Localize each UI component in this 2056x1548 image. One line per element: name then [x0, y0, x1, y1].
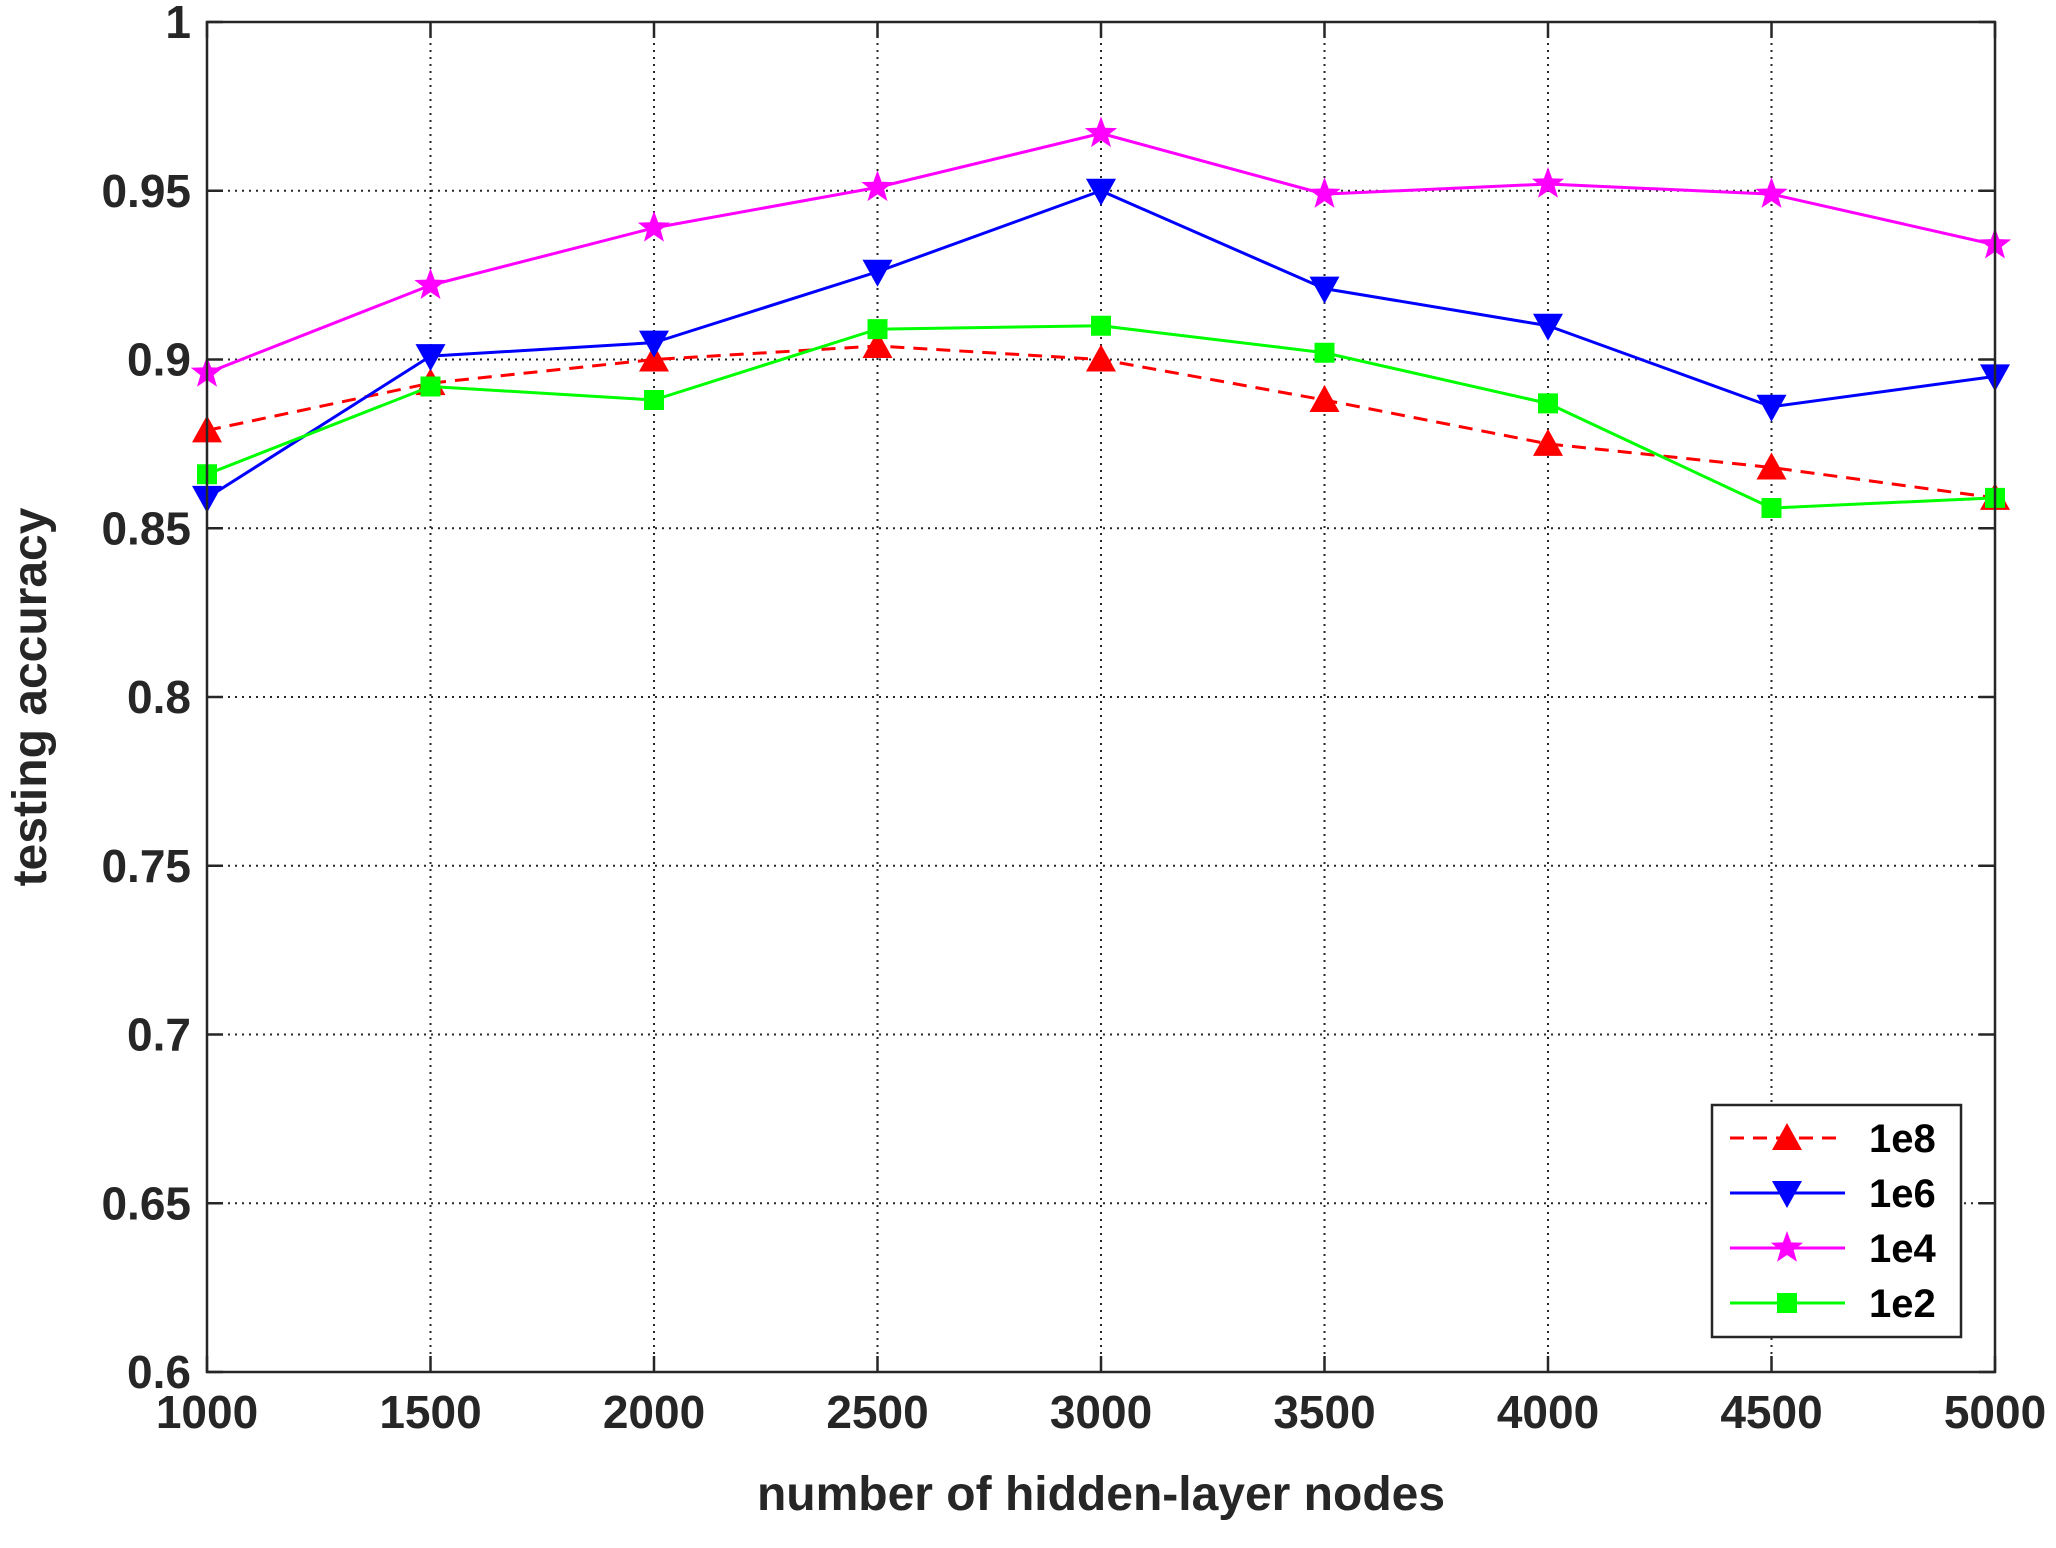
legend-label: 1e8	[1869, 1117, 1936, 1161]
legend-entry-1e6: 1e6	[1730, 1172, 1936, 1216]
data-point-1e4	[637, 210, 671, 242]
data-point-1e2	[1091, 315, 1111, 336]
x-tick-label: 1000	[156, 1386, 258, 1438]
y-axis-title: testing accuracy	[4, 507, 57, 886]
legend: 1e8 1e6 1e4 1e2	[1710, 1103, 1963, 1339]
x-tick-label: 5000	[1944, 1386, 2046, 1438]
data-point-1e4	[414, 268, 447, 299]
legend-marker-1e4	[1770, 1231, 1804, 1262]
legend-marker-1e6	[1772, 1181, 1802, 1208]
x-tick-label: 3000	[1050, 1386, 1152, 1438]
x-tick-label: 2000	[603, 1386, 705, 1438]
series-1e8	[192, 331, 2010, 510]
data-point-1e8	[1533, 428, 1563, 456]
y-tick-label: 0.8	[127, 671, 191, 723]
data-point-1e2	[644, 390, 664, 410]
data-point-1e4	[1084, 116, 1118, 148]
y-tick-label: 0.6	[127, 1346, 191, 1398]
data-point-1e6	[415, 344, 446, 372]
legend-box	[1710, 1103, 1963, 1339]
data-point-1e8	[1086, 344, 1116, 372]
legend-entry-1e4: 1e4	[1730, 1227, 1936, 1271]
y-tick-label: 0.65	[101, 1177, 191, 1229]
data-point-1e4	[1755, 177, 1788, 208]
data-point-1e4	[861, 170, 894, 202]
data-point-1e2	[1314, 342, 1335, 363]
data-point-1e8	[862, 331, 893, 358]
legend-marker-1e2	[1777, 1293, 1797, 1313]
x-tick-label: 1500	[379, 1386, 481, 1438]
data-point-1e6	[1309, 276, 1340, 304]
x-tick-label: 2500	[826, 1386, 928, 1438]
data-point-1e8	[639, 344, 669, 372]
y-tick-label: 1	[165, 0, 191, 48]
data-point-1e8	[1756, 452, 1787, 480]
x-tick-label: 4500	[1720, 1386, 1822, 1438]
data-point-1e2	[1538, 393, 1558, 414]
data-point-1e2	[1761, 498, 1782, 518]
y-tick-label: 0.9	[127, 334, 191, 386]
x-tick-label: 3500	[1273, 1386, 1375, 1438]
data-point-1e4	[1531, 167, 1565, 198]
data-point-1e6	[639, 330, 669, 358]
x-tick-label: 4000	[1497, 1386, 1599, 1438]
y-tick-label: 0.95	[101, 165, 191, 217]
legend-label: 1e4	[1869, 1227, 1936, 1271]
data-point-1e6	[1533, 313, 1563, 341]
legend-entry-1e8: 1e8	[1730, 1117, 1936, 1161]
y-tick-label: 0.7	[127, 1009, 191, 1061]
y-tick-label: 0.75	[101, 840, 191, 892]
data-point-1e6	[1086, 178, 1116, 206]
legend-label: 1e6	[1869, 1172, 1936, 1216]
axis-ticks: 1000 1500 2000 2500 3000 3500 4000 4500 5000 0.6 0…	[101, 0, 2046, 1438]
data-point-1e6	[862, 259, 893, 287]
data-point-1e2	[420, 376, 441, 397]
data-point-1e4	[1308, 177, 1341, 208]
grid	[207, 22, 1995, 1372]
data-point-1e6	[1756, 394, 1787, 422]
data-point-1e8	[1309, 385, 1340, 412]
data-point-1e2	[867, 319, 888, 340]
legend-label: 1e2	[1869, 1282, 1936, 1326]
x-axis-title: number of hidden-layer nodes	[757, 1468, 1445, 1521]
series-group	[190, 116, 2012, 518]
y-tick-label: 0.85	[101, 502, 191, 554]
legend-marker-1e8	[1772, 1123, 1802, 1150]
legend-entry-1e2: 1e2	[1730, 1282, 1936, 1326]
